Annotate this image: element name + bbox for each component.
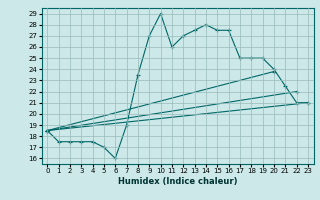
X-axis label: Humidex (Indice chaleur): Humidex (Indice chaleur) bbox=[118, 177, 237, 186]
